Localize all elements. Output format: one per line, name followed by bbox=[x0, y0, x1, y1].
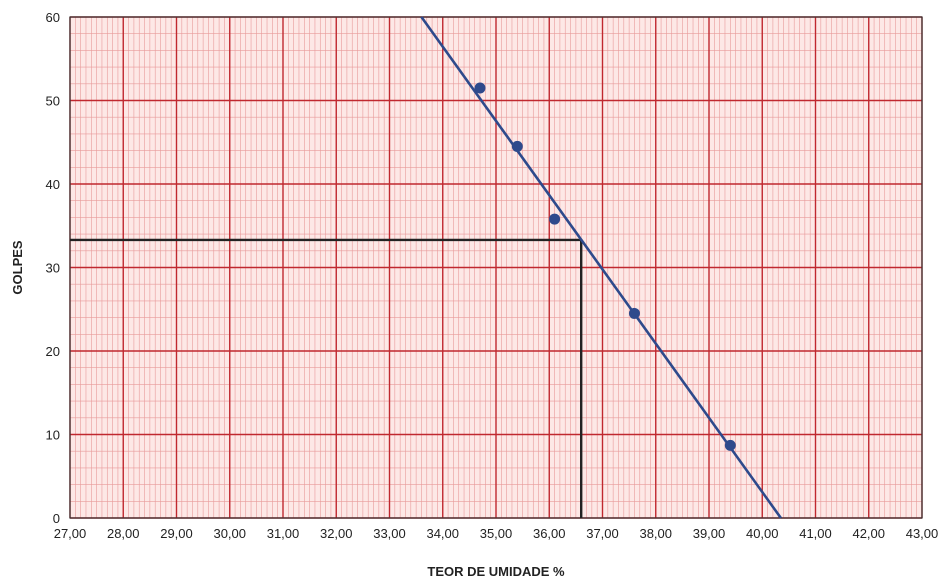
x-tick-label: 37,00 bbox=[586, 526, 619, 541]
plot-border bbox=[69, 16, 923, 519]
reference-lines bbox=[70, 238, 583, 518]
y-tick-label: 30 bbox=[46, 261, 60, 276]
x-tick-label: 36,00 bbox=[533, 526, 566, 541]
x-tick-label: 31,00 bbox=[267, 526, 300, 541]
x-axis-title: TEOR DE UMIDADE % bbox=[427, 564, 565, 579]
x-tick-label: 38,00 bbox=[639, 526, 672, 541]
y-tick-labels: 0 10 20 30 40 50 60 bbox=[46, 10, 60, 526]
data-point bbox=[511, 140, 523, 152]
x-tick-label: 39,00 bbox=[693, 526, 726, 541]
y-tick-label: 10 bbox=[46, 428, 60, 443]
data-point bbox=[724, 439, 736, 451]
x-tick-label: 35,00 bbox=[480, 526, 513, 541]
data-point bbox=[474, 82, 486, 94]
x-tick-label: 40,00 bbox=[746, 526, 779, 541]
x-tick-label: 28,00 bbox=[107, 526, 140, 541]
data-point bbox=[549, 213, 561, 225]
y-axis-title: GOLPES bbox=[10, 240, 25, 295]
x-tick-label: 27,00 bbox=[54, 526, 87, 541]
trend-line bbox=[420, 16, 782, 519]
y-tick-label: 20 bbox=[46, 344, 60, 359]
x-tick-label: 32,00 bbox=[320, 526, 353, 541]
x-tick-label: 43,00 bbox=[906, 526, 939, 541]
y-tick-label: 40 bbox=[46, 177, 60, 192]
x-tick-labels: 27,00 28,00 29,00 30,00 31,00 32,00 33,00 34,00… bbox=[54, 526, 939, 541]
y-tick-label: 0 bbox=[53, 511, 60, 526]
x-tick-label: 41,00 bbox=[799, 526, 832, 541]
series bbox=[420, 16, 782, 519]
x-tick-label: 29,00 bbox=[160, 526, 193, 541]
x-tick-label: 42,00 bbox=[852, 526, 885, 541]
x-tick-label: 30,00 bbox=[213, 526, 246, 541]
x-tick-label: 33,00 bbox=[373, 526, 406, 541]
data-point bbox=[628, 307, 640, 319]
x-tick-label: 34,00 bbox=[426, 526, 459, 541]
y-tick-label: 50 bbox=[46, 94, 60, 109]
y-tick-label: 60 bbox=[46, 10, 60, 25]
